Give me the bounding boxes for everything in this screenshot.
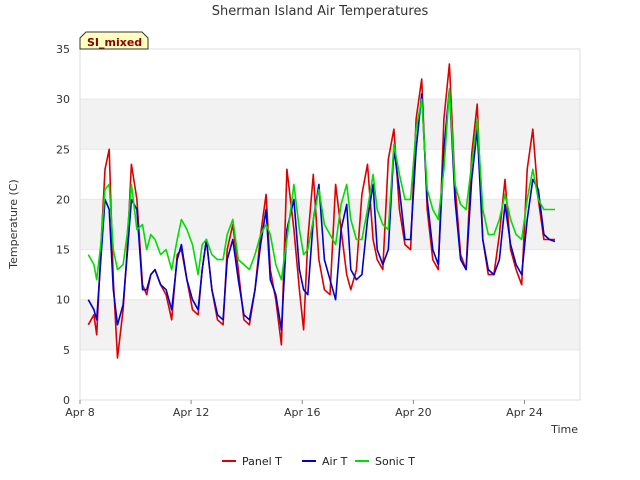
- y-tick-label: 30: [56, 93, 70, 106]
- y-tick-label: 10: [56, 294, 70, 307]
- grid-band: [80, 299, 580, 350]
- legend-label-air-t: Air T: [322, 455, 348, 468]
- legend: Panel T Air T Sonic T: [222, 455, 415, 468]
- station-badge: SI_mixed: [79, 31, 149, 50]
- y-axis-label: Temperature (C): [7, 179, 20, 269]
- y-tick-label: 20: [56, 193, 70, 206]
- chart-title: Sherman Island Air Temperatures: [212, 4, 429, 19]
- x-tick-label: Apr 20: [395, 406, 432, 419]
- x-tick-label: Apr 12: [173, 406, 210, 419]
- x-tick-label: Apr 8: [65, 406, 95, 419]
- y-axis: 0 5 10 15 20 25 30 35: [56, 43, 70, 407]
- x-axis: Apr 8 Apr 12 Apr 16 Apr 20 Apr 24: [65, 400, 543, 419]
- y-tick-label: 15: [56, 244, 70, 257]
- series-lines: [87, 63, 556, 359]
- y-tick-label: 35: [56, 43, 70, 56]
- x-tick-label: Apr 16: [284, 406, 321, 419]
- y-tick-label: 0: [63, 394, 70, 407]
- x-tick-label: Apr 24: [506, 406, 543, 419]
- series-line-air-t: [87, 88, 556, 331]
- grid-bands: [80, 98, 580, 351]
- badge-box: [79, 31, 149, 50]
- legend-label-sonic-t: Sonic T: [375, 455, 415, 468]
- grid-band: [80, 99, 580, 150]
- plot-frame: [79, 48, 581, 401]
- grid-band: [80, 199, 580, 250]
- series-line-sonic-t: [87, 88, 555, 281]
- y-tick-label: 25: [56, 143, 70, 156]
- legend-label-panel-t: Panel T: [242, 455, 282, 468]
- x-axis-label: Time: [550, 423, 578, 436]
- badge-label: SI_mixed: [87, 36, 142, 49]
- y-tick-label: 5: [63, 344, 70, 357]
